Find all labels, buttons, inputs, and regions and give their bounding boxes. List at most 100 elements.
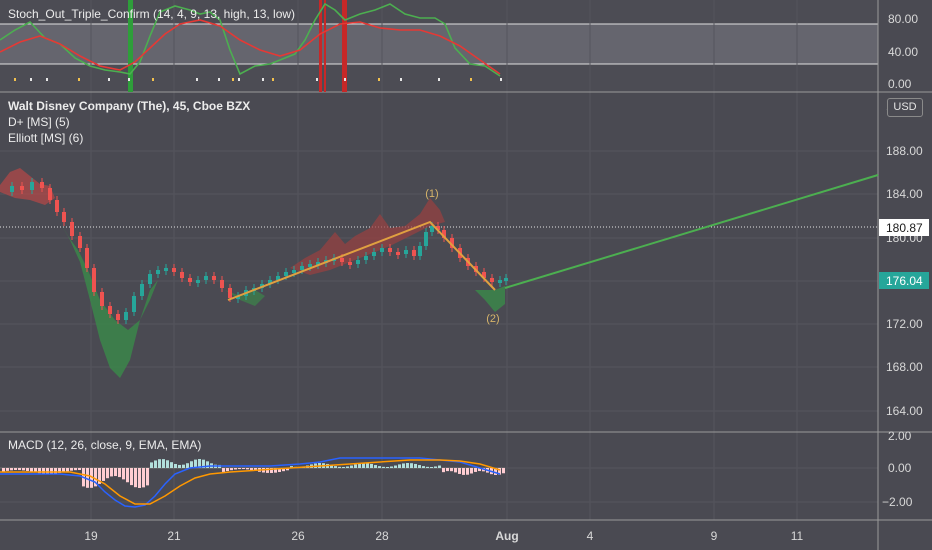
macd-hist-bar xyxy=(34,468,37,473)
macd-hist-bar xyxy=(26,468,29,471)
macd-hist-bar xyxy=(446,468,449,472)
dplus-green-cloud-2 xyxy=(475,286,505,312)
stoch-signal-markers xyxy=(14,78,502,81)
stoch-y-label: 80.00 xyxy=(888,12,918,26)
macd-hist-bar xyxy=(470,468,473,474)
candle-body xyxy=(372,252,376,256)
macd-hist-bar xyxy=(174,463,177,468)
macd-hist-bar xyxy=(30,468,33,472)
candle-body xyxy=(20,186,24,190)
candle-body xyxy=(164,268,168,271)
macd-hist-bar xyxy=(438,465,441,468)
candle-body xyxy=(172,268,176,272)
candle-body xyxy=(308,264,312,267)
macd-hist-bar xyxy=(494,468,497,475)
macd-hist-bar xyxy=(90,468,93,488)
currency-button[interactable]: USD xyxy=(887,98,923,117)
macd-hist-bar xyxy=(334,466,337,468)
stoch-marker xyxy=(344,78,346,81)
price-y-label: 188.00 xyxy=(886,144,923,158)
price-panel[interactable] xyxy=(0,93,878,431)
macd-hist-bar xyxy=(442,468,445,473)
stoch-marker xyxy=(378,78,380,81)
macd-hist-bar xyxy=(94,468,97,487)
macd-hist-bar xyxy=(150,462,153,468)
macd-hist-bar xyxy=(162,459,165,468)
macd-hist-bar xyxy=(190,461,193,468)
x-axis-label: 28 xyxy=(375,529,389,543)
macd-hist-bar xyxy=(346,466,349,468)
candle-body xyxy=(340,258,344,262)
stoch-marker xyxy=(128,78,130,81)
macd-hist-bar xyxy=(458,468,461,474)
stoch-k-line xyxy=(0,2,501,77)
stoch-d-line xyxy=(0,19,501,75)
macd-hist-bar xyxy=(330,465,333,468)
macd-hist-bar xyxy=(254,468,257,471)
stoch-marker xyxy=(218,78,220,81)
candle-body xyxy=(430,226,434,232)
macd-hist-bar xyxy=(230,468,233,471)
macd-hist-bar xyxy=(58,468,61,473)
macd-hist-bar xyxy=(14,468,17,471)
macd-hist-bar xyxy=(86,468,89,488)
candle-body xyxy=(30,182,34,190)
price-tag-current-value: 176.04 xyxy=(886,274,923,288)
stoch-marker xyxy=(262,78,264,81)
stoch-marker xyxy=(14,78,16,81)
candle-body xyxy=(148,274,152,284)
candle-body xyxy=(62,212,66,222)
stoch-y-label: 40.00 xyxy=(888,45,918,59)
stoch-marker xyxy=(108,78,110,81)
candle-body xyxy=(300,266,304,270)
macd-hist-bar xyxy=(402,463,405,468)
macd-hist-bar xyxy=(142,468,145,488)
candle-body xyxy=(55,200,59,212)
candle-body xyxy=(70,222,74,236)
candle-body xyxy=(204,276,208,280)
stoch-sell-signal-bar xyxy=(319,0,322,92)
candle-body xyxy=(268,280,272,284)
elliott-wave-line xyxy=(227,220,496,301)
candle-body xyxy=(220,280,224,288)
stoch-marker xyxy=(272,78,274,81)
macd-hist-bar xyxy=(38,468,41,474)
candle-body xyxy=(412,250,416,256)
macd-hist-bar xyxy=(54,468,57,474)
macd-hist-bar xyxy=(250,468,253,471)
price-tag-last xyxy=(879,219,929,236)
macd-hist-bar xyxy=(114,468,117,477)
candle-body xyxy=(124,312,128,320)
candle-body xyxy=(276,276,280,280)
candle-body xyxy=(348,262,352,265)
candle-body xyxy=(188,278,192,282)
macd-hist-bar xyxy=(410,463,413,468)
price-y-label: 172.00 xyxy=(886,317,923,331)
macd-hist-bar xyxy=(170,462,173,468)
macd-y-label: 2.00 xyxy=(888,429,912,443)
macd-hist-bar xyxy=(62,468,65,473)
stoch-sell-signal-bar xyxy=(324,0,326,92)
candle-body xyxy=(180,272,184,278)
candle-body xyxy=(442,230,446,238)
candle-body xyxy=(490,278,494,282)
candle-body xyxy=(48,188,52,200)
stoch-marker xyxy=(152,78,154,81)
macd-hist-bar xyxy=(118,468,121,478)
macd-hist-bar xyxy=(98,468,101,484)
macd-hist-bar xyxy=(154,460,157,468)
macd-hist-bar xyxy=(178,464,181,468)
candle-body xyxy=(212,276,216,280)
macd-hist-bar xyxy=(206,461,209,468)
stoch-marker xyxy=(438,78,440,81)
dplus-red-cloud xyxy=(0,168,55,205)
candle-body xyxy=(40,182,44,188)
macd-hist-bar xyxy=(362,463,365,468)
candle-body xyxy=(78,236,82,248)
macd-hist-bar xyxy=(74,468,77,471)
macd-hist-bar xyxy=(182,464,185,468)
x-axis-label: 19 xyxy=(84,529,98,543)
stoch-marker xyxy=(196,78,198,81)
stoch-marker xyxy=(500,78,502,81)
